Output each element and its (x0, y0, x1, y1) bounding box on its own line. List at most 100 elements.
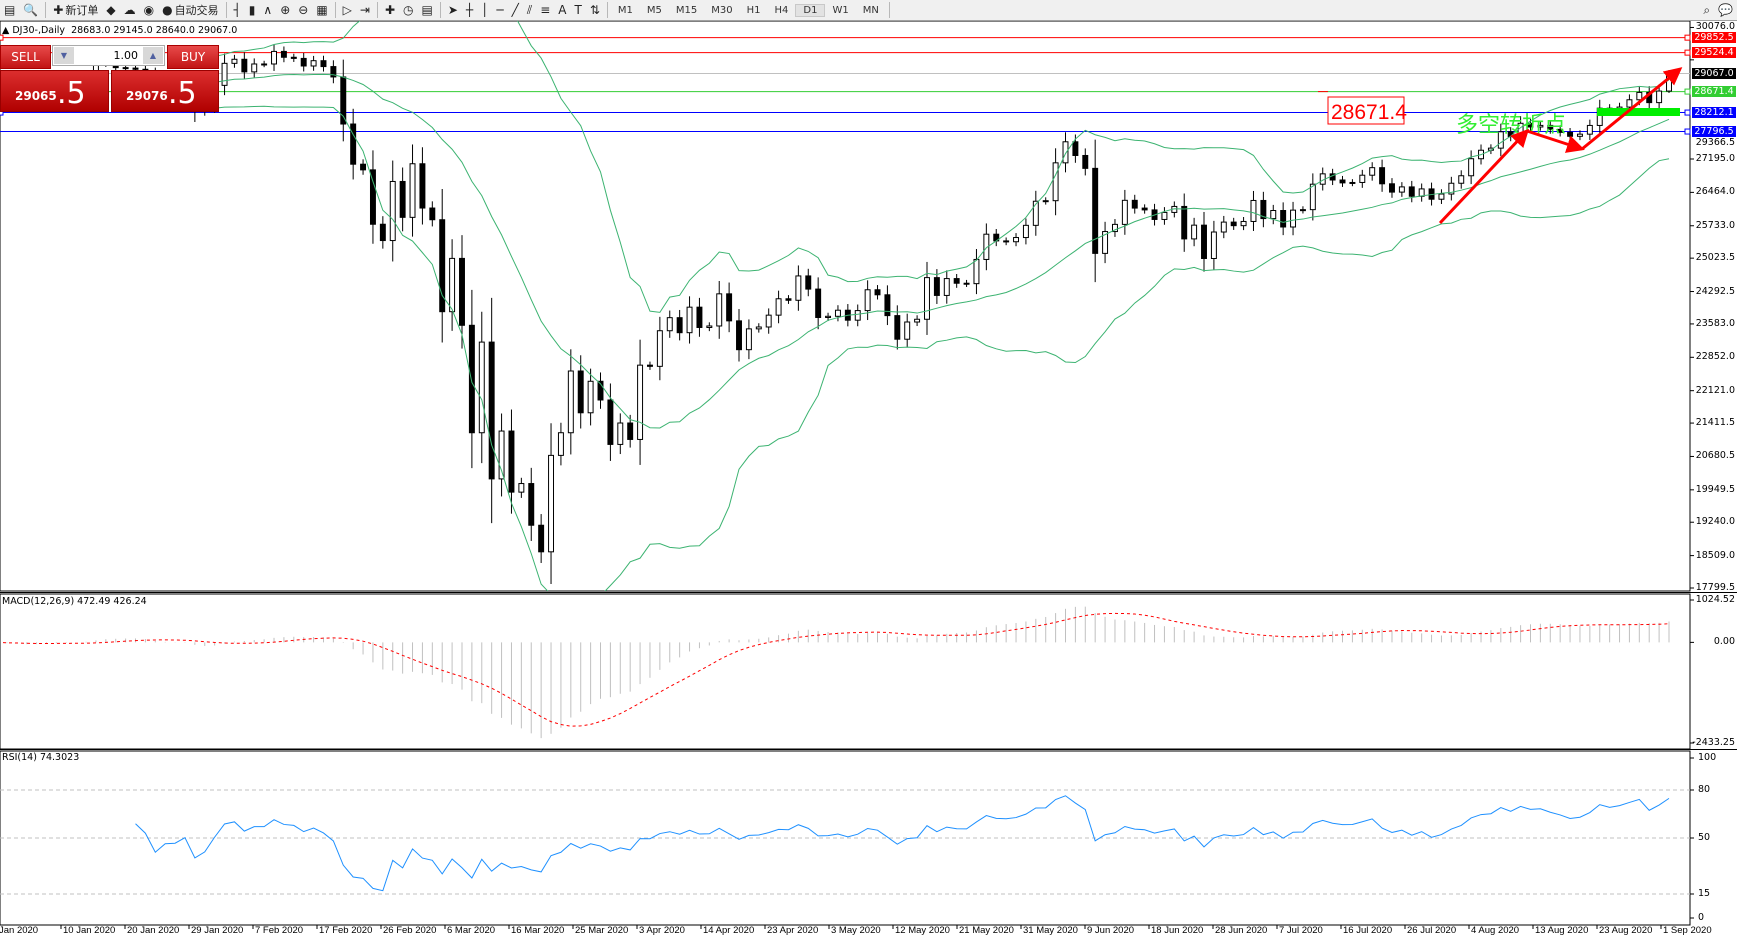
bull-candle-body (1438, 193, 1445, 200)
timeframe-h4[interactable]: H4 (774, 4, 789, 16)
timeframe-h1[interactable]: H1 (746, 4, 761, 16)
timeframe-d1[interactable]: D1 (795, 3, 826, 17)
candle (706, 322, 713, 332)
candle (340, 59, 347, 142)
candle (1121, 189, 1128, 235)
bull-candle-body (617, 422, 624, 445)
vertical-line-button[interactable]: │ (477, 1, 492, 19)
buy-price-box[interactable]: 29076 .5 (111, 70, 219, 112)
zoom-in-button[interactable]: ⊕ (276, 1, 294, 19)
indicators-button[interactable]: ✚ (381, 1, 399, 19)
level-handle (1684, 88, 1691, 95)
candle (864, 280, 871, 321)
crosshair-button[interactable]: ┼ (462, 1, 477, 19)
chart-canvas[interactable]: 28671.4 多空转折点 (0, 21, 1737, 943)
fibonacci-button[interactable]: ≡ (536, 1, 554, 19)
bull-candle-body (1220, 221, 1227, 233)
bull-candle-body (904, 321, 911, 340)
candle (567, 349, 574, 455)
sell-price-box[interactable]: 29065 .5 (0, 70, 109, 112)
price-axis-label: 19949.5 (1695, 483, 1735, 495)
bear-candle-body (280, 50, 287, 58)
candle (854, 304, 861, 327)
candle (548, 423, 555, 584)
bull-candle-body (656, 330, 663, 367)
line-chart-icon: ∧ (263, 3, 273, 17)
candle (459, 235, 465, 349)
periods-button[interactable]: ◷ (399, 1, 417, 19)
bull-candle-body (716, 293, 723, 327)
trendline-button[interactable]: ╱ (508, 1, 523, 19)
candle (1497, 123, 1504, 157)
arrows-button[interactable]: ⇅ (586, 1, 604, 19)
equidistant-channel-button[interactable]: ⫽ (523, 1, 536, 19)
candle (775, 290, 782, 324)
timeframe-m1[interactable]: M1 (617, 4, 633, 16)
vertical-line-icon: │ (481, 3, 489, 17)
navigator-button[interactable]: 🔍 (19, 1, 42, 19)
terminal-button[interactable]: ▤ (0, 1, 19, 19)
signal-button[interactable]: ◉ (140, 1, 158, 19)
chart-shift-button[interactable]: ⇥ (356, 1, 374, 19)
timeframe-m30[interactable]: M30 (711, 4, 733, 16)
experts-button[interactable]: ◆ (102, 1, 119, 19)
candle (825, 312, 832, 322)
bull-candle-body (1210, 231, 1217, 259)
bar-chart-button[interactable]: ┤ (230, 1, 245, 19)
new-order-icon: ✚ (53, 3, 64, 17)
timeframe-m5[interactable]: M5 (646, 4, 662, 16)
lot-decrease-button[interactable]: ▼ (54, 47, 74, 64)
candle (1220, 215, 1227, 239)
bull-candle-body (587, 380, 594, 414)
macd-panel-frame (0, 593, 1691, 750)
bear-candle-body (290, 56, 297, 59)
search-button[interactable]: ⌕ (1699, 1, 1714, 19)
level-handle (1684, 34, 1691, 41)
candle (1537, 121, 1544, 131)
candle (745, 319, 752, 360)
chart-window[interactable]: 28671.4 多空转折点 (0, 21, 1737, 943)
autoscroll-button[interactable]: ▷ (339, 1, 356, 19)
bear-candle-body (122, 67, 129, 70)
history-button[interactable]: ☁ (120, 1, 140, 19)
horizontal-line-button[interactable]: ─ (492, 1, 507, 19)
timeframe-w1[interactable]: W1 (832, 4, 849, 16)
timeframe-m15[interactable]: M15 (675, 4, 698, 16)
candle (963, 279, 970, 287)
zoom-out-button[interactable]: ⊖ (294, 1, 312, 19)
lot-increase-button[interactable]: ▲ (143, 47, 163, 64)
text-button[interactable]: A (554, 1, 570, 19)
candle (1032, 190, 1039, 236)
tile-button[interactable]: ▦ (312, 1, 331, 19)
lot-size-field[interactable]: ▼ 1.00 ▲ (52, 45, 165, 66)
bear-candle-body (360, 163, 367, 171)
new-order-button[interactable]: ✚ 新订单 (49, 1, 102, 19)
candle (1082, 148, 1089, 176)
collapse-icon[interactable]: ▲ (2, 25, 13, 36)
candlestick-button[interactable]: ▮ (245, 1, 260, 19)
date-axis-label: 23 Aug 2020 (1599, 925, 1653, 936)
text-label-button[interactable]: T (571, 1, 586, 19)
auto-trading-button[interactable]: ● 自动交易 (158, 1, 222, 19)
bear-candle-body (805, 275, 812, 290)
candle (310, 55, 317, 71)
price-axis-label: 24292.5 (1695, 285, 1735, 297)
timeframe-mn[interactable]: MN (862, 4, 879, 16)
buy-button[interactable]: BUY (167, 45, 219, 69)
bull-candle-body (1022, 224, 1029, 239)
candle (1280, 202, 1287, 236)
bear-candle-body (1379, 167, 1386, 185)
candle (1448, 176, 1455, 201)
templates-button[interactable]: ▤ (418, 1, 437, 19)
chat-button[interactable]: 💬 (1714, 1, 1737, 19)
candle (637, 339, 644, 465)
sell-button[interactable]: SELL (0, 45, 51, 69)
lot-value[interactable]: 1.00 (113, 49, 139, 62)
candle (330, 60, 337, 84)
cursor-button[interactable]: ➤ (444, 1, 462, 19)
candle (834, 305, 841, 322)
line-chart-button[interactable]: ∧ (259, 1, 276, 19)
candle (1557, 125, 1564, 137)
bull-candle-body (1626, 99, 1633, 108)
candle (528, 467, 535, 541)
